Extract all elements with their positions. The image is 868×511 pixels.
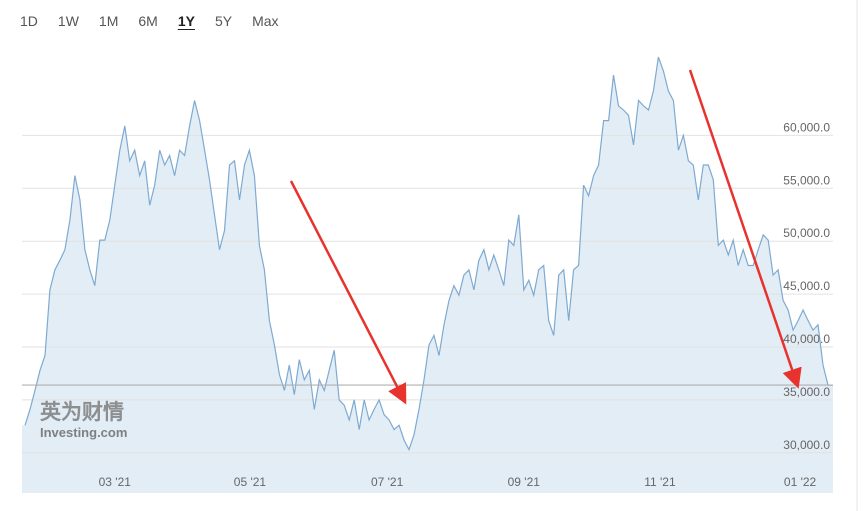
y-tick-label: 45,000.0	[783, 279, 830, 293]
plot: 30,000.0 35,000.0 40,000.0 45,000.0 50,000.0…	[22, 56, 833, 493]
y-tick-label: 60,000.0	[783, 120, 830, 134]
line	[24, 56, 833, 452]
x-tick-label: 01 '22	[784, 475, 817, 489]
range-button[interactable]: 1Y	[177, 13, 195, 29]
range-button[interactable]: 1M	[98, 13, 119, 29]
x-tick-label: 09 '21	[508, 475, 541, 489]
range-button[interactable]: 1W	[57, 13, 79, 29]
watermark-cn: 英为财情	[40, 400, 124, 424]
watermark-en: Investing.com	[40, 425, 127, 440]
x-tick-label: 11 '21	[644, 475, 676, 489]
y-tick-label: 50,000.0	[783, 226, 830, 240]
area	[22, 57, 833, 493]
x-tick-label: 03 '21	[99, 475, 132, 489]
range-button[interactable]: 6M	[138, 13, 158, 29]
y-tick-label: 55,000.0	[783, 173, 830, 187]
y-tick-label: 35,000.0	[783, 385, 830, 399]
range-button[interactable]: Max	[252, 13, 279, 29]
range-button[interactable]: 5Y	[214, 13, 233, 29]
x-tick-label: 07 '21	[371, 475, 404, 489]
range-button[interactable]: 1D	[20, 13, 38, 29]
range-buttons: 1D 1W 1M 6M 1Y 5Y Max	[20, 13, 299, 29]
y-tick-label: 40,000.0	[783, 332, 830, 346]
annotations	[289, 69, 802, 405]
arrow	[688, 69, 802, 389]
y-tick-label: 30,000.0	[783, 438, 830, 452]
arrow	[289, 180, 407, 405]
x-tick-label: 05 '21	[234, 475, 267, 489]
